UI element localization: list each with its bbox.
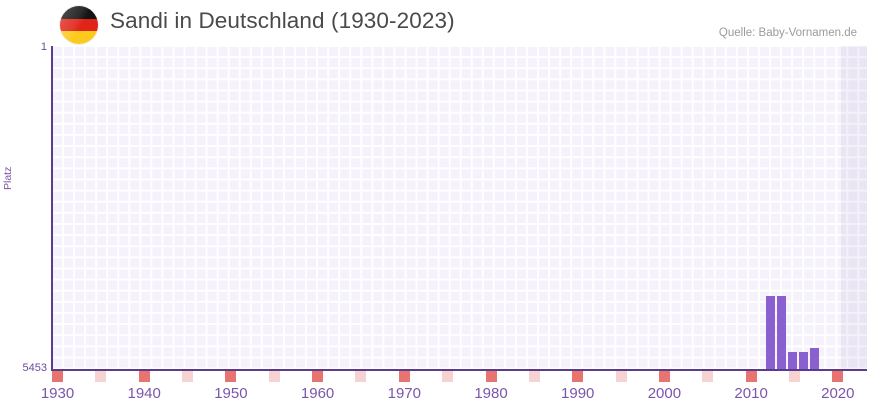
bar bbox=[777, 296, 786, 369]
x-axis-tick-major bbox=[485, 371, 497, 382]
x-axis-label: 1930 bbox=[40, 385, 75, 402]
x-axis-tick-major bbox=[572, 371, 584, 382]
x-axis-tick-major bbox=[138, 371, 150, 382]
x-axis-label: 1940 bbox=[127, 385, 161, 402]
bar bbox=[799, 352, 808, 369]
x-axis-label: 1950 bbox=[214, 385, 248, 402]
x-axis-label: 2000 bbox=[647, 385, 682, 402]
y-axis-title: Platz bbox=[2, 166, 14, 190]
x-axis-tick-minor bbox=[702, 371, 714, 382]
plot-area bbox=[52, 46, 867, 369]
x-axis-tick-major bbox=[225, 371, 237, 382]
x-axis-label: 1990 bbox=[561, 385, 595, 402]
flag-gloss bbox=[60, 6, 98, 44]
x-axis-label: 2010 bbox=[734, 385, 768, 402]
german-flag-icon bbox=[60, 6, 98, 44]
chart-header: Sandi in Deutschland (1930-2023) Quelle:… bbox=[0, 0, 873, 46]
x-axis-tick-minor bbox=[182, 371, 194, 382]
x-axis-tick-major bbox=[832, 371, 844, 382]
bar bbox=[766, 296, 775, 369]
x-axis-tick-minor bbox=[788, 371, 800, 382]
x-axis-label: 1980 bbox=[474, 385, 508, 402]
x-axis-label: 1960 bbox=[300, 385, 335, 402]
x-axis-tick-major bbox=[745, 371, 757, 382]
shaded-future-region bbox=[840, 46, 867, 369]
x-axis-tick-minor bbox=[355, 371, 367, 382]
flag-band-gold bbox=[60, 31, 98, 44]
x-axis-tick-major bbox=[398, 371, 410, 382]
flag-band-red bbox=[60, 18, 98, 32]
flag-band-black bbox=[60, 6, 98, 19]
x-axis-labels: 1930 1940 1950 1960 1970 1980 1990 2000 2010 2020 bbox=[41, 385, 867, 407]
x-axis-tick-minor bbox=[442, 371, 454, 382]
y-axis-tick-bottom: 5453 bbox=[0, 362, 47, 374]
y-axis-tick-top-label: 1 bbox=[40, 41, 47, 53]
y-axis-tick-bottom-label: 5453 bbox=[22, 362, 47, 374]
x-axis-label: 1970 bbox=[387, 385, 421, 402]
x-axis-tick-major bbox=[658, 371, 670, 382]
y-axis-line bbox=[51, 46, 53, 369]
x-axis-tick-minor bbox=[95, 371, 107, 382]
x-axis-tick-minor bbox=[528, 371, 540, 382]
x-axis-tick-minor bbox=[268, 371, 280, 382]
x-axis-ticks bbox=[52, 371, 867, 383]
x-axis-tick-major bbox=[312, 371, 324, 382]
x-axis-line bbox=[51, 369, 867, 371]
source-label: Quelle: Baby-Vornamen.de bbox=[718, 27, 857, 39]
bar bbox=[810, 348, 819, 369]
x-axis-tick-major bbox=[52, 371, 63, 382]
x-axis-tick-minor bbox=[615, 371, 627, 382]
y-axis-tick-top: 1 bbox=[0, 42, 47, 54]
bar bbox=[788, 352, 797, 369]
chart-title: Sandi in Deutschland (1930-2023) bbox=[110, 8, 455, 33]
x-axis-label: 2020 bbox=[821, 385, 855, 402]
